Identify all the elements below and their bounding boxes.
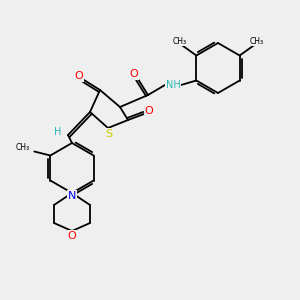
Text: N: N bbox=[68, 191, 76, 201]
Text: H: H bbox=[54, 127, 62, 137]
Text: CH₃: CH₃ bbox=[250, 37, 264, 46]
Text: NH: NH bbox=[166, 80, 180, 90]
Text: O: O bbox=[75, 71, 83, 81]
Text: O: O bbox=[68, 231, 76, 241]
Text: S: S bbox=[105, 129, 112, 139]
Text: CH₃: CH₃ bbox=[172, 37, 186, 46]
Text: O: O bbox=[130, 69, 138, 79]
Text: O: O bbox=[145, 106, 153, 116]
Text: CH₃: CH₃ bbox=[15, 143, 29, 152]
